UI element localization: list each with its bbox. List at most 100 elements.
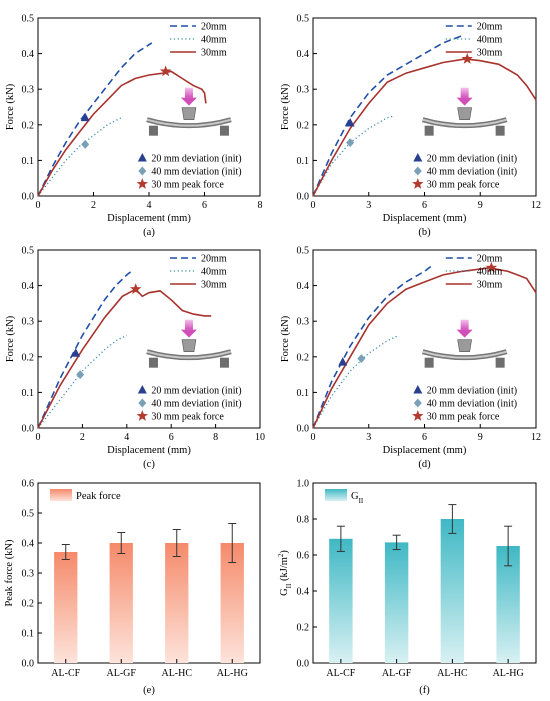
legend-label: 40mm	[477, 267, 503, 278]
y-tick-label: 0.4	[297, 49, 310, 60]
y-tick-label: 0.4	[297, 587, 310, 598]
legend-triangle-icon	[137, 385, 147, 394]
series-line-30mm	[37, 70, 207, 197]
legend-label: 40mm	[477, 35, 503, 46]
y-tick-label: 0.3	[297, 317, 310, 328]
series-line-40mm	[312, 334, 399, 429]
legend-label: GII	[351, 491, 364, 505]
y-tick-label: 0.1	[22, 629, 35, 640]
y-label-end: )	[279, 550, 290, 554]
chart-panel-f: 0.0 0.2 0.4 0.6 0.8 1.0 AL-CF AL-GF AL-HC AL-HG (f…	[277, 479, 537, 696]
chart-panel-c: 0.0 0.1 0.2 0.3 0.4 0.5 0 2 4 6 8 10 Displacement (m…	[5, 246, 265, 471]
x-tick-label: 0	[311, 432, 316, 443]
x-tick-label: 3	[366, 200, 371, 211]
support-roller-icon	[148, 125, 158, 136]
panel-caption: (a)	[143, 227, 155, 238]
legend-star-icon	[412, 410, 424, 421]
plot-frame	[37, 249, 261, 429]
y-tick-label: 0.0	[22, 192, 35, 203]
y-tick-label: 0.5	[22, 14, 35, 25]
legend-triangle-icon	[137, 153, 147, 162]
marker-legend-label: 40 mm deviation (init)	[151, 167, 241, 178]
y-tick-label: 0.4	[297, 281, 310, 292]
chart-panel-b: 0.0 0.1 0.2 0.3 0.4 0.5 0 3 6 9 12 Displacement (mm…	[280, 14, 541, 239]
legend-label: 20mm	[201, 254, 227, 265]
loading-arrow-shaft	[460, 87, 469, 98]
x-tick-label: 6	[422, 200, 427, 211]
y-tick-label: 0.4	[22, 49, 35, 60]
y-tick-label: 0.5	[297, 246, 310, 257]
y-axis-label: Force (kN)	[5, 83, 16, 130]
loading-fixture-illustration	[421, 319, 508, 368]
triangle-marker	[71, 348, 81, 357]
x-tick-label: 9	[478, 432, 483, 443]
y-tick-label: 0.3	[22, 317, 35, 328]
category-label: AL-CF	[51, 668, 80, 679]
marker-legend-label: 40 mm deviation (init)	[427, 167, 517, 178]
y-tick-label: 0.2	[297, 352, 310, 363]
star-marker	[159, 65, 172, 77]
x-tick-label: 0	[311, 200, 316, 211]
marker-legend-label: 20 mm deviation (init)	[427, 386, 517, 397]
y-tick-label: 0.3	[22, 85, 35, 96]
category-label: AL-GF	[382, 668, 412, 679]
legend-text: Peak force	[76, 491, 121, 502]
support-roller-icon	[219, 125, 229, 136]
x-tick-label: 4	[124, 432, 129, 443]
beam-highlight	[422, 118, 507, 127]
legend-label: 30mm	[201, 280, 227, 291]
legend-swatch	[50, 489, 72, 501]
loading-fixture-illustration	[146, 319, 232, 368]
panel-caption: (e)	[143, 685, 155, 696]
y-tick-label: 0.3	[22, 569, 35, 580]
support-roller-icon	[495, 125, 505, 136]
y-label-superscript: 2	[277, 553, 285, 557]
y-tick-label: 0.1	[22, 388, 35, 399]
star-marker	[461, 52, 473, 64]
series-line-20mm	[37, 270, 132, 429]
legend-diamond-icon	[138, 166, 147, 176]
beam-highlight	[146, 350, 232, 359]
marker-legend-label: 40 mm deviation (init)	[427, 399, 517, 410]
loading-nose-arrow-icon	[180, 97, 197, 106]
x-tick-label: 10	[255, 432, 265, 443]
diamond-marker	[81, 139, 90, 149]
y-tick-label: 0.2	[22, 599, 35, 610]
marker-legend-label: 20 mm deviation (init)	[427, 154, 517, 165]
legend-subscript: II	[359, 497, 364, 505]
x-tick-label: 12	[531, 200, 541, 211]
y-tick-label: 0.2	[297, 623, 310, 634]
y-tick-label: 0.1	[297, 156, 310, 167]
legend-star-icon	[136, 410, 148, 421]
chart-panel-d: 0.0 0.1 0.2 0.3 0.4 0.5 0 3 6 9 12 Displacement (mm…	[280, 246, 541, 471]
support-roller-icon	[424, 357, 434, 368]
bar-al-hg	[220, 543, 244, 663]
y-axis-label: Force (kN)	[280, 83, 291, 130]
y-tick-label: 0.5	[22, 246, 35, 257]
y-tick-label: 0.3	[297, 85, 310, 96]
category-label: AL-HC	[437, 668, 468, 679]
legend-diamond-icon	[413, 166, 422, 176]
y-tick-label: 0.0	[297, 424, 310, 435]
y-tick-label: 0.0	[297, 192, 310, 203]
bar-al-hc	[440, 519, 465, 663]
chart-panel-a: 0.0 0.1 0.2 0.3 0.4 0.5 0 2 4 6 8 Displacement (mm)…	[5, 14, 263, 239]
x-axis-label: Displacement (mm)	[107, 213, 191, 224]
y-tick-label: 0.0	[22, 659, 35, 670]
bar-al-cf	[54, 552, 78, 663]
loading-arrow-shaft	[460, 319, 469, 330]
legend-label: 30mm	[477, 48, 503, 59]
y-tick-label: 0.6	[22, 479, 35, 490]
x-tick-label: 12	[531, 432, 541, 443]
support-roller-icon	[495, 357, 505, 368]
loading-fixture-illustration	[421, 87, 508, 136]
x-tick-label: 6	[169, 432, 174, 443]
loading-nose-arrow-icon	[456, 329, 473, 338]
triangle-marker	[345, 118, 355, 127]
x-tick-label: 9	[478, 200, 483, 211]
y-label-unit: (kJ/m	[279, 557, 290, 584]
x-tick-label: 8	[258, 200, 263, 211]
panel-caption: (d)	[418, 459, 431, 470]
legend-label: 20mm	[201, 22, 227, 33]
x-axis-label: Displacement (mm)	[383, 445, 467, 456]
